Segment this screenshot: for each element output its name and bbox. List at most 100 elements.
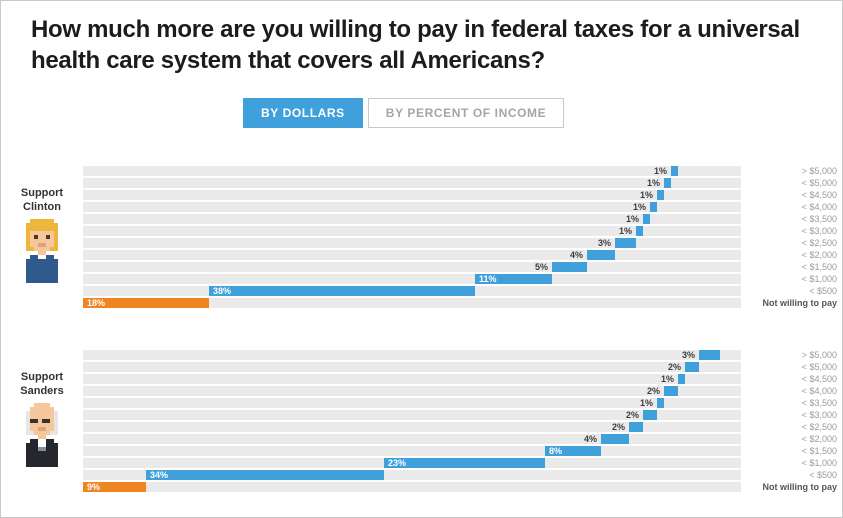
category-label: < $2,500 — [801, 422, 837, 433]
chart-row: 8% < $1,500 — [83, 445, 841, 457]
bar-value-label: 18% — [87, 298, 106, 309]
clinton-gutter: Support Clinton — [1, 165, 83, 309]
row-track — [83, 238, 741, 249]
category-label: < $2,000 — [801, 434, 837, 445]
bar-value-label: 1% — [660, 374, 674, 385]
bar-value-label: 1% — [625, 214, 639, 225]
category-label: < $1,500 — [801, 262, 837, 273]
bar-value-label: 4% — [583, 434, 597, 445]
bar-value-label: 3% — [597, 238, 611, 249]
row-track — [83, 410, 741, 421]
tax-amount-bar — [629, 422, 643, 433]
row-track — [83, 262, 741, 273]
tax-amount-bar — [636, 226, 643, 237]
category-label: < $5,000 — [801, 178, 837, 189]
bar-value-label: 2% — [611, 422, 625, 433]
sanders-bars-area: 3% > $5,000 2% < $5,000 1% < $4,500 2% < $4,000… — [83, 349, 841, 493]
tax-amount-bar — [657, 190, 664, 201]
bar-value-label: 34% — [150, 470, 169, 481]
tax-amount-bar — [699, 350, 720, 361]
chart-row: 1% < $3,500 — [83, 213, 841, 225]
tax-amount-bar — [650, 202, 657, 213]
row-track — [83, 250, 741, 261]
tax-amount-bar — [384, 458, 545, 469]
tax-amount-bar — [601, 434, 629, 445]
row-track — [83, 298, 741, 309]
tax-amount-bar — [615, 238, 636, 249]
chart-row: 23% < $1,000 — [83, 457, 841, 469]
category-label: < $500 — [809, 286, 837, 297]
tax-amount-bar — [545, 446, 601, 457]
tax-amount-bar — [671, 166, 678, 177]
category-label: Not willing to pay — [762, 482, 838, 493]
chart-row: 11% < $1,000 — [83, 273, 841, 285]
sanders-avatar-icon — [26, 402, 58, 467]
tax-amount-bar — [552, 262, 587, 273]
row-track — [83, 374, 741, 385]
chart-row: 3% > $5,000 — [83, 349, 841, 361]
bar-value-label: 2% — [646, 386, 660, 397]
row-track — [83, 350, 741, 361]
tax-amount-bar — [685, 362, 699, 373]
row-track — [83, 386, 741, 397]
chart-row: 1% < $5,000 — [83, 177, 841, 189]
category-label: > $5,000 — [801, 350, 837, 361]
chart-row: 4% < $2,000 — [83, 433, 841, 445]
chart-row: 1% < $4,500 — [83, 373, 841, 385]
tax-amount-bar — [475, 274, 552, 285]
row-track — [83, 434, 741, 445]
chart-row: 2% < $3,000 — [83, 409, 841, 421]
bar-value-label: 9% — [87, 482, 101, 493]
category-label: < $500 — [809, 470, 837, 481]
bar-value-label: 3% — [681, 350, 695, 361]
tax-amount-bar — [678, 374, 685, 385]
clinton-bars-area: 1% > $5,000 1% < $5,000 1% < $4,500 1% < $4,000… — [83, 165, 841, 309]
sanders-gutter: Support Sanders — [1, 349, 83, 493]
tax-amount-bar — [587, 250, 615, 261]
row-track — [83, 446, 741, 457]
category-label: < $3,000 — [801, 226, 837, 237]
chart-row: 1% > $5,000 — [83, 165, 841, 177]
category-label: < $2,000 — [801, 250, 837, 261]
row-track — [83, 178, 741, 189]
clinton-chart: Support Clinton 1% > $5,000 1% < $5,000 1% < … — [1, 165, 842, 309]
bar-value-label: 2% — [625, 410, 639, 421]
chart-row: 3% < $2,500 — [83, 237, 841, 249]
category-label: < $1,000 — [801, 458, 837, 469]
bar-value-label: 1% — [639, 398, 653, 409]
page-title: How much more are you willing to pay in … — [31, 16, 800, 74]
row-track — [83, 190, 741, 201]
row-track — [83, 274, 741, 285]
row-track — [83, 166, 741, 177]
row-track — [83, 422, 741, 433]
tax-amount-bar — [664, 386, 678, 397]
chart-row: 38% < $500 — [83, 285, 841, 297]
row-track — [83, 362, 741, 373]
bar-value-label: 1% — [639, 190, 653, 201]
tax-amount-bar — [209, 286, 475, 297]
category-label: < $3,500 — [801, 214, 837, 225]
bar-value-label: 5% — [534, 262, 548, 273]
category-label: < $1,500 — [801, 446, 837, 457]
chart-row: 5% < $1,500 — [83, 261, 841, 273]
bar-value-label: 1% — [646, 178, 660, 189]
row-track — [83, 214, 741, 225]
chart-row: 1% < $3,500 — [83, 397, 841, 409]
tax-amount-bar — [146, 470, 384, 481]
sanders-chart: Support Sanders 3% > $5,000 2% < $5, — [1, 349, 842, 493]
not-willing-bar — [83, 482, 146, 493]
chart-row: 2% < $5,000 — [83, 361, 841, 373]
chart-row: 2% < $2,500 — [83, 421, 841, 433]
bar-value-label: 8% — [549, 446, 563, 457]
tax-amount-bar — [643, 410, 657, 421]
row-track — [83, 398, 741, 409]
by-percent-of-income-button[interactable]: BY PERCENT OF INCOME — [367, 98, 565, 129]
category-label: < $4,500 — [801, 190, 837, 201]
category-label: < $4,500 — [801, 374, 837, 385]
by-dollars-button[interactable]: BY DOLLARS — [243, 98, 363, 129]
category-label: < $4,000 — [801, 386, 837, 397]
category-label: < $4,000 — [801, 202, 837, 213]
category-label: < $2,500 — [801, 238, 837, 249]
bar-value-label: 2% — [667, 362, 681, 373]
bar-value-label: 1% — [632, 202, 646, 213]
